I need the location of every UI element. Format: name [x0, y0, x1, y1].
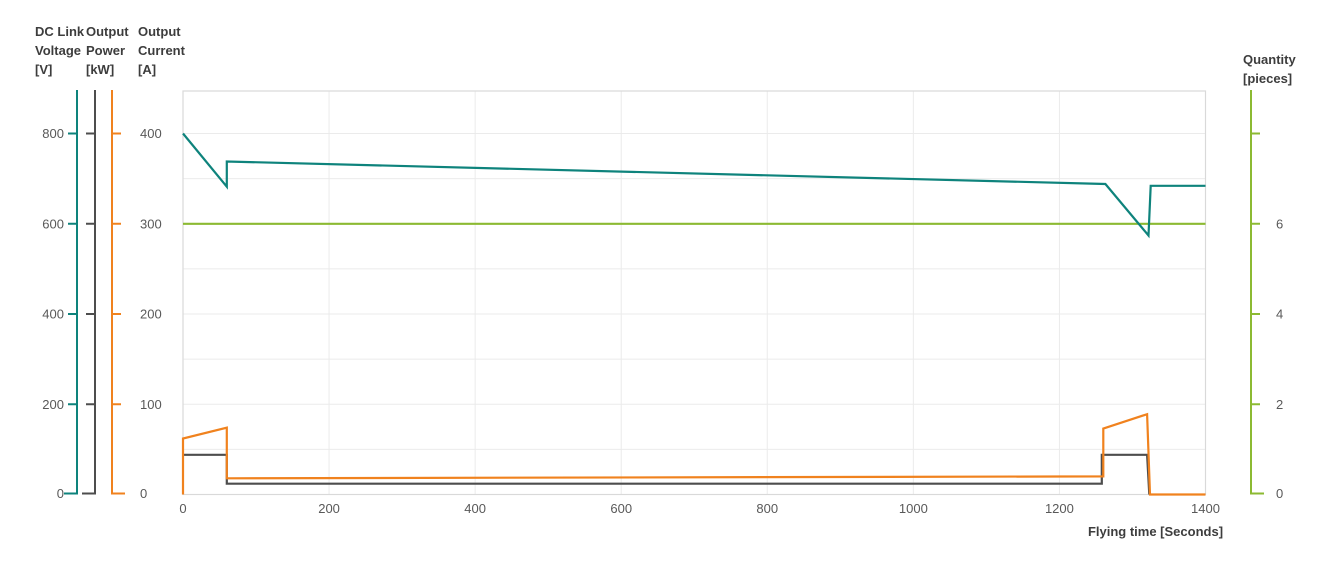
axis-tick-label-voltage: 200 [42, 397, 64, 412]
axis-tick-label-voltage: 0 [57, 486, 64, 501]
axis-title-output-current: Output Current [A] [138, 22, 185, 79]
axis-tick-label-quantity: 4 [1276, 307, 1283, 322]
series-dc-link-voltage [182, 132, 1206, 239]
axis-tick-label-voltage: 600 [42, 216, 64, 231]
axis-title-line: Output [86, 24, 129, 39]
axis-tick-label-quantity: 0 [1276, 486, 1283, 501]
axis-title-line: Power [86, 43, 126, 58]
axis-tick-label-voltage: 400 [42, 307, 64, 322]
axis-title-line: [A] [138, 62, 157, 77]
axis-tick-label-current: 200 [140, 307, 162, 322]
axis-title-line: Quantity [1243, 52, 1296, 67]
axis-title-line: Current [138, 43, 185, 58]
plot-border [182, 90, 1207, 496]
x-tick-label: 200 [318, 501, 340, 516]
x-tick-label: 800 [756, 501, 778, 516]
x-tick-label: 0 [179, 501, 186, 516]
axis-tick-label-current: 0 [140, 486, 147, 501]
axis-tick-label-voltage: 800 [42, 126, 64, 141]
x-tick-label: 600 [610, 501, 632, 516]
x-tick-label: 1200 [1045, 501, 1074, 516]
axis-title-line: [pieces] [1243, 71, 1293, 86]
x-tick-label: 1000 [899, 501, 928, 516]
axis-tick-label-quantity: 6 [1276, 216, 1283, 231]
axis-title-line: [V] [35, 62, 53, 77]
axis-tick-label-current: 400 [140, 126, 162, 141]
axis-tick-label-current: 300 [140, 216, 162, 231]
axis-tick-label-current: 100 [140, 397, 162, 412]
series-output-power [183, 453, 1151, 495]
x-tick-label: 400 [464, 501, 486, 516]
x-tick-label: 1400 [1191, 501, 1220, 516]
x-axis-title: Flying time [Seconds] [1087, 524, 1224, 539]
axis-title-quantity: Quantity [pieces] [1243, 50, 1296, 88]
axis-title-line: [kW] [86, 62, 115, 77]
axis-title-line: DC Link [35, 24, 85, 39]
axis-title-line: Voltage [35, 43, 81, 58]
axis-title-dc-link-voltage: DC Link Voltage [V] [35, 22, 84, 79]
axis-title-line: Output [138, 24, 181, 39]
series-output-current [181, 412, 1206, 496]
axis-title-output-power: Output Power [kW] [86, 22, 129, 79]
axis-tick-label-quantity: 2 [1276, 397, 1283, 412]
